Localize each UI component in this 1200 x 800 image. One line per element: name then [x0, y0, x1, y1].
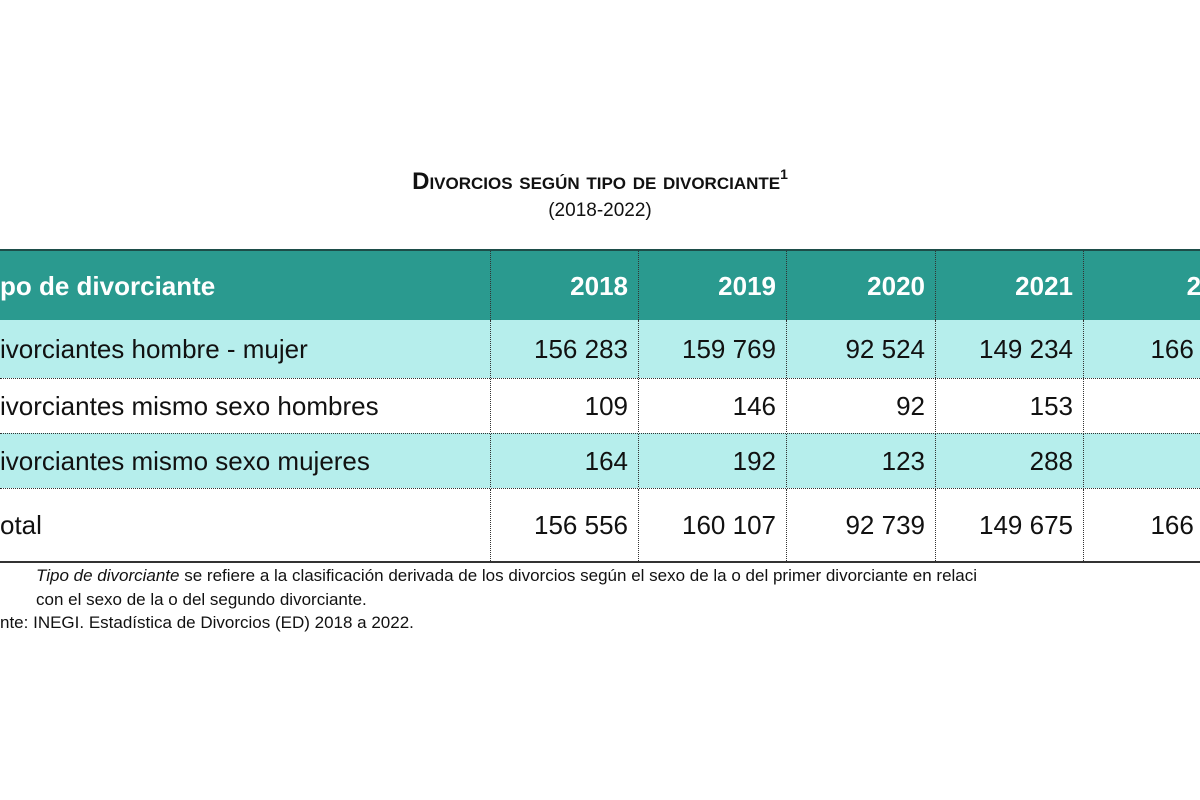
cell-value: 156 556	[490, 489, 638, 561]
footnote-term: Tipo de divorciante	[36, 566, 180, 585]
row-label: otal	[0, 509, 42, 540]
cell-value: 202	[1083, 251, 1200, 322]
cell-value: 123	[786, 434, 935, 489]
title-note-mark: 1	[780, 166, 788, 182]
table-row: ivorciantes mismo sexo mujeres 164 192 123 2…	[0, 433, 1200, 489]
cell-value: 36	[1083, 434, 1200, 489]
cell-value: 164	[490, 434, 638, 489]
row-label: po de divorciante	[0, 271, 216, 301]
cell-value: 2018	[490, 251, 638, 322]
cell-value: 156 283	[490, 320, 638, 378]
cell-value: 192	[638, 434, 786, 489]
cell-value: 2021	[935, 251, 1083, 322]
table-title: Divorcios según tipo de divorciante1	[0, 166, 1200, 196]
cell-value: 288	[935, 434, 1083, 489]
cell-value: 92 524	[786, 320, 935, 378]
footnote-text: se refiere a la clasificación derivada d…	[184, 566, 978, 585]
row-label: ivorciantes mismo sexo mujeres	[0, 446, 370, 476]
table-row: ivorciantes mismo sexo hombres 109 146 92 15…	[0, 378, 1200, 434]
header-row: po de divorciante 2018201920202021202	[0, 249, 1200, 322]
cell-value: 2019	[638, 251, 786, 322]
cell-value: 149 675	[935, 489, 1083, 561]
footnote: Tipo de divorciante se refiere a la clas…	[36, 566, 977, 586]
source-label: nte:	[0, 613, 29, 632]
cell-value: 92	[786, 379, 935, 434]
cell-value: 166 16	[1083, 320, 1200, 378]
cell-value: 166 76	[1083, 489, 1200, 561]
row-label: ivorciantes mismo sexo hombres	[0, 391, 379, 421]
title-text: Divorcios según tipo de divorciante	[412, 168, 781, 195]
cell-value: 92 739	[786, 489, 935, 561]
row-label: ivorciantes hombre - mujer	[0, 333, 308, 364]
cell-value: 146	[638, 379, 786, 434]
cell-value: 109	[490, 379, 638, 434]
table-row: ivorciantes hombre - mujer 156 283 159 769…	[0, 320, 1200, 378]
source-text: INEGI. Estadística de Divorcios (ED) 201…	[33, 613, 414, 632]
cell-value: 2020	[786, 251, 935, 322]
footnote-text: con el sexo de la o del segundo divorcia…	[36, 590, 367, 609]
cell-value: 149 234	[935, 320, 1083, 378]
cell-value: 159 769	[638, 320, 786, 378]
source: nte: INEGI. Estadística de Divorcios (ED…	[0, 613, 414, 633]
subtitle: (2018-2022)	[548, 200, 652, 221]
cell-value: 160 107	[638, 489, 786, 561]
cell-value: 153	[935, 379, 1083, 434]
cell-value: 24	[1083, 379, 1200, 434]
